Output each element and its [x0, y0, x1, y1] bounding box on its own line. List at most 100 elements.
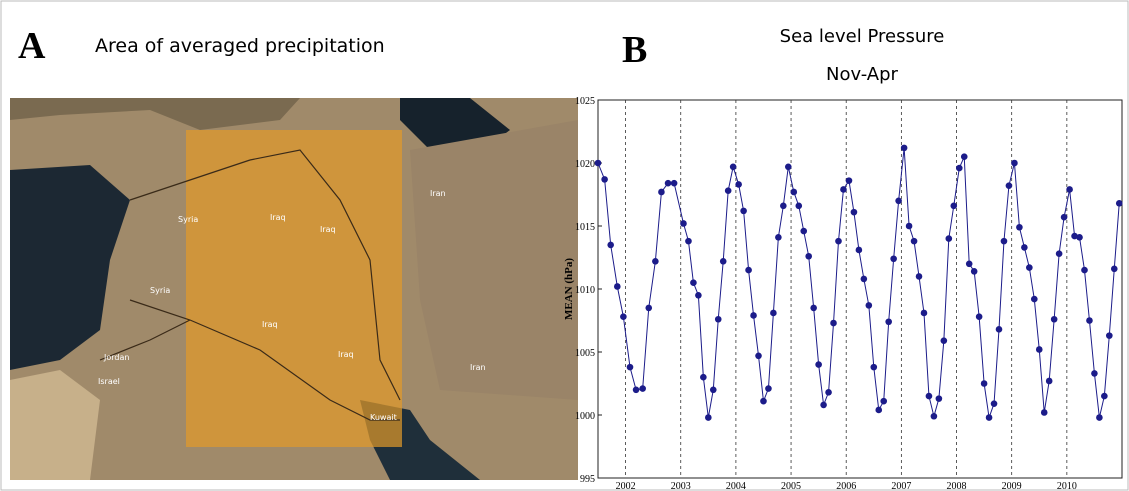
data-point: [805, 252, 813, 260]
data-point: [1101, 392, 1108, 400]
data-point: [1076, 234, 1083, 241]
data-point: [1050, 315, 1058, 323]
map-label: Kuwait: [370, 413, 397, 422]
chart-title: Sea level Pressure: [780, 26, 945, 47]
averaging-area: [186, 130, 402, 447]
data-point: [860, 275, 868, 283]
data-point: [1055, 250, 1063, 258]
data-point: [930, 412, 938, 420]
data-point: [940, 337, 948, 344]
data-point: [745, 266, 752, 274]
data-point: [910, 237, 918, 245]
land-east: [410, 120, 578, 400]
y-tick-label: 995: [580, 474, 595, 485]
data-point: [915, 273, 923, 280]
panel-title: Area of averaged precipitation: [95, 35, 385, 57]
map-label: Iran: [430, 189, 446, 198]
data-point: [1106, 332, 1113, 339]
x-tick-label: 2005: [781, 481, 801, 491]
sea: [10, 165, 130, 370]
map-label: Syria: [178, 215, 198, 224]
data-point: [920, 309, 928, 317]
data-point: [729, 163, 737, 171]
data-point: [1021, 244, 1028, 251]
y-tick-label: 1015: [575, 222, 595, 233]
data-point: [955, 164, 963, 172]
data-point: [870, 363, 878, 371]
data-point: [1005, 182, 1013, 189]
data-point: [865, 302, 873, 309]
data-point: [685, 237, 692, 245]
panel-label: A: [18, 25, 46, 67]
map-label: Iraq: [270, 213, 286, 222]
map-label: Syria: [150, 286, 170, 295]
desert: [10, 370, 100, 480]
data-point: [1096, 414, 1103, 421]
data-point: [950, 202, 958, 210]
y-tick-label: 1020: [575, 159, 595, 170]
data-point: [970, 268, 978, 275]
data-point: [780, 202, 787, 210]
x-tick-label: 2009: [1002, 481, 1022, 491]
data-point: [1045, 377, 1053, 385]
data-point: [735, 181, 742, 188]
data-point: [770, 309, 777, 317]
data-point: [880, 397, 888, 405]
data-point: [885, 318, 892, 326]
data-point: [664, 179, 672, 187]
x-tick-label: 2010: [1057, 481, 1077, 491]
data-point: [1086, 317, 1093, 324]
data-point: [652, 257, 659, 265]
border: [99, 149, 401, 421]
data-point: [810, 304, 817, 312]
y-axis-label: MEAN (hPa): [563, 258, 575, 320]
data-point: [695, 292, 702, 299]
data-point: [845, 177, 853, 184]
map-label: Iran: [470, 363, 486, 372]
x-tick-label: 2008: [947, 481, 967, 491]
data-point: [714, 315, 722, 323]
data-point: [709, 386, 717, 394]
x-tick-label: 2003: [671, 481, 691, 491]
data-point: [690, 279, 697, 287]
data-point: [840, 186, 847, 193]
data-point: [1030, 295, 1038, 303]
data-point: [594, 159, 602, 167]
data-point: [925, 392, 933, 400]
data-point: [795, 202, 803, 210]
data-point: [639, 385, 646, 392]
data-point: [935, 395, 943, 402]
data-point: [1040, 409, 1048, 416]
map-label: Iraq: [262, 320, 278, 329]
y-tick-label: 1005: [575, 348, 595, 359]
data-point: [835, 237, 842, 245]
data-point: [1071, 232, 1078, 240]
data-point: [790, 188, 798, 196]
data-point: [825, 389, 832, 396]
data-point: [1110, 265, 1118, 273]
data-point: [1066, 186, 1073, 193]
chart-subtitle: Nov-Apr: [826, 64, 898, 85]
data-point: [765, 385, 772, 392]
data-point: [895, 197, 902, 205]
data-point: [820, 401, 827, 409]
map: [10, 98, 578, 480]
data-point: [705, 414, 712, 421]
data-point: [614, 283, 621, 290]
y-tick-label: 1010: [575, 285, 595, 296]
x-tick-label: 2002: [616, 481, 636, 491]
land-north: [10, 98, 300, 130]
data-point: [900, 144, 908, 152]
x-tick-label: 2007: [891, 481, 911, 491]
map-label: Jordan: [103, 353, 129, 362]
data-point: [1011, 159, 1018, 167]
data-point: [775, 234, 782, 241]
map-label: Israel: [98, 377, 120, 386]
data-point: [980, 380, 988, 387]
data-point: [965, 260, 973, 268]
map-label: Iraq: [338, 350, 354, 359]
data-point: [960, 153, 968, 160]
data-point: [719, 257, 727, 265]
y-tick-label: 1000: [575, 411, 595, 422]
data-point: [784, 163, 792, 171]
